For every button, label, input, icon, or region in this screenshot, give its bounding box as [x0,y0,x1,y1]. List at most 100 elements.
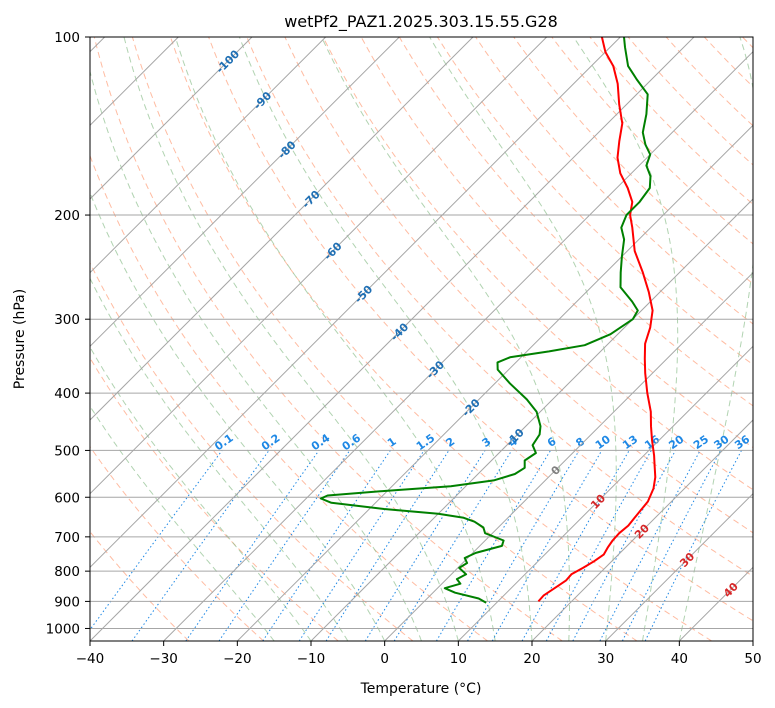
dry-adiabat-line [436,37,753,366]
isotherm-line [90,37,695,641]
moist-adiabat-line [90,405,275,641]
mixing-ratio-label: 36 [732,432,752,452]
mixing-ratio-line [298,450,425,641]
moist-adiabat-line [573,37,679,641]
isotherm-line [531,419,753,641]
moist-adiabat-line [90,346,312,641]
mixing-ratio-label: 30 [712,432,732,452]
isotherm-label: -50 [352,283,375,306]
plot-area: 0.1 0.2 0.4 0.6 1 1.5 2 3 4 6 8 10 13 16 20 25 30 36-100-… [90,24,775,641]
y-axis-label: Pressure (hPa) [12,289,28,389]
moist-adiabat-line [123,37,459,641]
axes: −40 −30 −20 −10 0 10 20 30 40 50 100 200 300 400 500 60… [46,30,762,667]
mixing-ratio-label: 2 [443,435,457,450]
isotherm-line [90,37,621,569]
isotherm-line [90,37,474,421]
mixing-ratio-label: 20 [666,432,686,452]
mixing-ratio-label: 1 [385,435,399,450]
mixing-ratio-label: 25 [691,433,711,452]
chart-title: wetPf2_PAZ1.2025.303.15.55.G28 [284,12,558,32]
isotherm-label: 40 [721,580,741,600]
isotherm-line [90,37,253,200]
y-tick-label: 800 [54,564,80,580]
isotherm-line [90,37,327,274]
moist-adiabat-line [321,37,571,641]
x-tick-label: 30 [597,651,614,667]
mixing-ratio-line [262,450,391,641]
mixing-ratio-label: 8 [573,435,587,450]
mixing-ratio-line [185,450,320,641]
x-tick-label: −20 [223,651,252,667]
mixing-ratio-line [364,450,486,641]
mixing-ratio-line [325,450,450,641]
isotherm-label: -10 [504,426,527,449]
dry-adiabat-line [741,37,753,49]
mixing-ratio-line [644,450,742,641]
dry-adiabat-line [322,37,753,491]
isotherm-line [90,37,400,348]
dry-adiabat-line [208,37,753,622]
mixing-ratio-label: 10 [593,432,613,452]
dry-adiabat-line [513,37,753,285]
mixing-ratio-line [599,450,701,641]
moist-adiabat-line [678,37,753,641]
isotherm-line [163,50,753,641]
x-axis-label: Temperature (°C) [360,681,482,697]
isotherm-line [384,271,753,641]
moist-adiabat-line [174,37,496,641]
moist-adiabat-line [90,277,349,641]
moist-adiabat-line [90,69,422,641]
x-tick-label: 10 [450,651,467,667]
x-tick-label: −30 [149,651,178,667]
isotherm-line [236,124,753,641]
temperature-profile-line [537,37,657,603]
isotherm-line [90,37,548,495]
dry-adiabat-line [90,445,264,641]
moist-adiabat-line [238,37,533,641]
isotherm-line [310,198,753,641]
mixing-ratio-line [90,450,223,631]
x-tick-label: 40 [671,651,688,667]
mixing-ratio-label: 6 [545,435,559,450]
y-tick-label: 500 [54,443,80,459]
x-tick-label: 0 [380,651,389,667]
x-tick-label: 50 [744,651,761,667]
dry-adiabat-line [93,37,563,641]
isotherm-line [605,492,753,641]
dry-adiabat-line [90,357,339,641]
dry-adiabat-line [284,37,753,534]
mixing-ratio-label: 13 [620,433,640,452]
dry-adiabat-line [90,154,488,641]
y-tick-label: 100 [54,30,80,46]
y-tick-label: 400 [54,386,80,402]
dry-adiabat-line [665,37,753,127]
x-tick-label: −40 [76,651,105,667]
x-tick-label: 20 [523,651,540,667]
dry-adiabat-line [131,37,638,641]
mixing-ratio-line [621,450,722,641]
mixing-ratio-line [572,450,676,641]
isotherm-label: -80 [275,138,298,161]
dry-adiabat-line [703,37,753,88]
mixing-ratio-line [218,450,351,641]
dry-adiabat-line [169,37,712,641]
dry-adiabat-line [90,261,414,641]
mixing-ratio-line [393,450,513,641]
mixing-ratio-line [435,450,552,641]
y-tick-label: 300 [54,312,80,328]
isotherm-line [678,566,753,641]
mixing-ratio-line [521,450,630,641]
y-tick-label: 900 [54,594,80,610]
moist-adiabat-line [429,37,617,641]
isotherm-label: -20 [460,396,483,419]
x-tick-label: −10 [297,651,326,667]
isotherm-label: -30 [424,358,447,381]
isotherm-label: -40 [388,320,411,343]
mixing-ratio-line [467,450,580,641]
dry-adiabat-line [768,24,775,641]
dry-adiabat-line [360,37,753,449]
mixing-ratio-label: 3 [480,435,494,450]
y-tick-label: 600 [54,490,80,506]
dry-adiabat-line [246,37,753,577]
